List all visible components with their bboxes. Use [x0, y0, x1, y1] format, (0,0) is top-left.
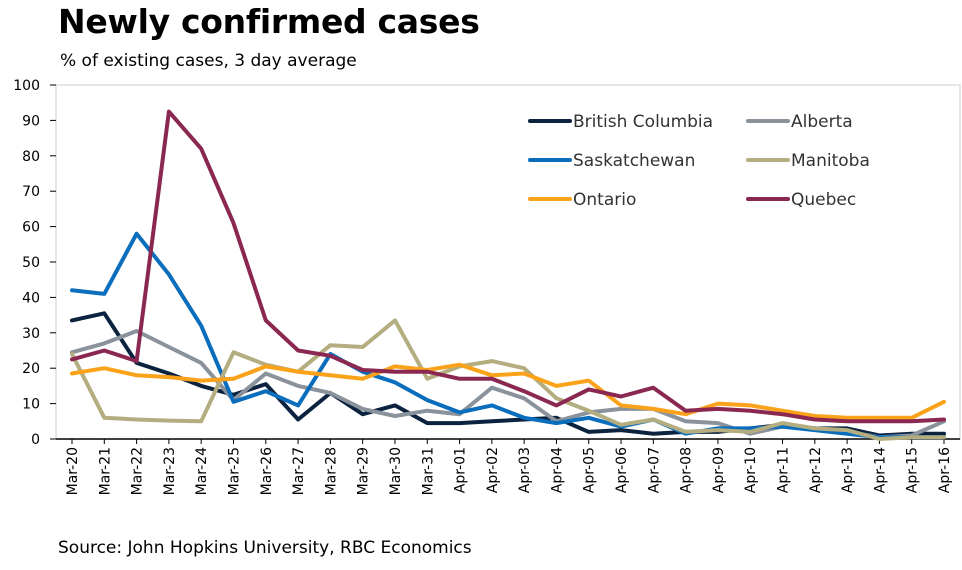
legend: British Columbia Alberta Saskatchewan Manit… — [528, 112, 870, 210]
x-tick-label: Mar-26 — [259, 447, 275, 495]
x-tick-label: Mar-23 — [162, 447, 178, 495]
legend-label-alberta: Alberta — [791, 112, 853, 132]
series-line-saskatchewan — [70, 231, 946, 440]
x-tick-label: Apr-09 — [711, 447, 727, 493]
x-tick-label: Apr-03 — [517, 447, 533, 493]
y-tick-label: 60 — [22, 220, 40, 236]
x-tick-label: Apr-13 — [840, 447, 856, 493]
x-tick-label: Mar-27 — [291, 447, 307, 495]
x-tick-label: Mar-21 — [97, 447, 113, 495]
x-tick-label: Apr-07 — [646, 447, 662, 493]
x-tick-label: Apr-12 — [808, 447, 824, 493]
y-tick-label: 90 — [22, 113, 40, 129]
x-tick-label: Mar-29 — [356, 447, 372, 495]
y-tick-label: 10 — [22, 397, 40, 413]
x-tick-label: Apr-16 — [937, 447, 953, 493]
y-tick-label: 50 — [22, 255, 40, 271]
y-tick-label: 30 — [22, 326, 40, 342]
y-tick-label: 80 — [22, 149, 40, 165]
x-tick-label: Mar-20 — [65, 447, 81, 495]
x-tick-label: Apr-01 — [453, 447, 469, 493]
y-tick-label: 40 — [22, 290, 40, 306]
x-tick-label: Apr-11 — [776, 447, 792, 493]
series-line-ontario — [70, 362, 946, 420]
x-tick-label: Mar-22 — [130, 447, 146, 495]
chart-title: Newly confirmed cases — [58, 2, 480, 41]
x-tick-label: Mar-31 — [420, 447, 436, 495]
y-tick-label: 20 — [22, 361, 40, 377]
legend-label-manitoba: Manitoba — [791, 151, 870, 171]
x-tick-label: Apr-04 — [549, 447, 565, 493]
x-tick-label: Apr-02 — [485, 447, 501, 493]
x-tick-label: Apr-06 — [614, 447, 630, 493]
legend-label-ontario: Ontario — [573, 190, 636, 210]
series-line-manitoba — [70, 318, 946, 441]
y-tick-label: 100 — [13, 78, 40, 94]
x-tick-label: Mar-24 — [194, 447, 210, 495]
x-tick-label: Apr-14 — [872, 447, 888, 493]
legend-label-saskatchewan: Saskatchewan — [573, 151, 695, 171]
y-tick-label: 70 — [22, 184, 40, 200]
x-tick-label: Mar-30 — [388, 447, 404, 495]
x-tick-label: Apr-05 — [582, 447, 598, 493]
y-axis: 0 10 20 30 40 50 60 70 80 90 100 — [13, 78, 56, 448]
series-line-quebec — [70, 109, 946, 424]
chart-subtitle: % of existing cases, 3 day average — [60, 51, 357, 71]
x-tick-label: Apr-15 — [905, 447, 921, 493]
x-axis: Mar-20 Mar-21 Mar-22 Mar-23 Mar-24 Mar-25 Mar-… — [65, 439, 953, 495]
x-tick-label: Mar-25 — [226, 447, 242, 495]
x-tick-label: Mar-28 — [323, 447, 339, 495]
y-tick-label: 0 — [31, 432, 40, 448]
series-lines — [70, 109, 946, 441]
source-note: Source: John Hopkins University, RBC Eco… — [58, 538, 472, 558]
x-tick-label: Apr-08 — [679, 447, 695, 493]
legend-label-british-columbia: British Columbia — [573, 112, 713, 132]
x-tick-label: Apr-10 — [743, 447, 759, 493]
legend-label-quebec: Quebec — [791, 190, 856, 210]
